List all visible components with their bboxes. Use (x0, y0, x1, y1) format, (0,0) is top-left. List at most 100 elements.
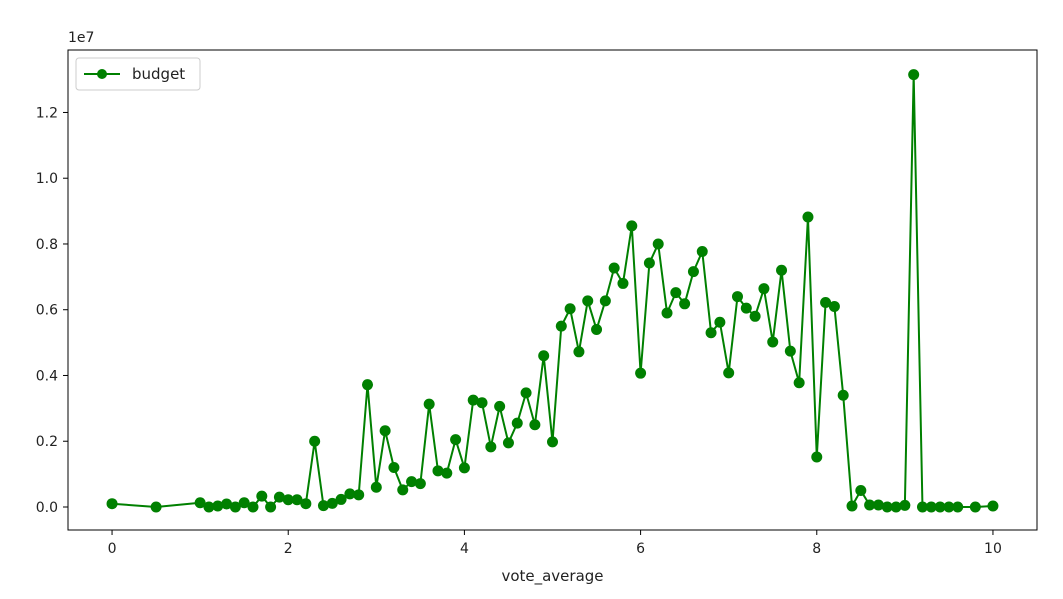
x-axis-label: vote_average (501, 567, 603, 586)
data-point (916, 501, 928, 513)
data-point (388, 462, 400, 474)
data-point (740, 302, 752, 314)
data-point (705, 327, 717, 339)
y-tick-label: 1.2 (36, 105, 58, 121)
data-point (502, 437, 514, 449)
data-point (229, 501, 241, 513)
data-point (952, 501, 964, 513)
data-point (335, 493, 347, 505)
data-point (925, 501, 937, 513)
data-point (582, 295, 594, 307)
data-point (934, 501, 946, 513)
data-point (908, 69, 920, 81)
data-point (767, 336, 779, 348)
data-point (458, 462, 470, 474)
x-tick-label: 10 (984, 541, 1002, 557)
data-point (969, 501, 981, 513)
data-point (899, 499, 911, 511)
data-point (987, 500, 999, 512)
data-point (273, 491, 285, 503)
data-point (221, 498, 233, 510)
data-point (635, 367, 647, 379)
data-point (855, 485, 867, 497)
data-point (881, 501, 893, 513)
plot-frame (67, 49, 1038, 531)
y-tick-label: 0.0 (36, 500, 58, 516)
data-point (520, 387, 532, 399)
data-point (599, 295, 611, 307)
data-point (362, 379, 374, 391)
legend-entry-budget: budget (132, 65, 185, 83)
data-point (494, 400, 506, 412)
data-point (326, 497, 338, 509)
data-point (864, 499, 876, 511)
data-point (212, 500, 224, 512)
data-point (837, 389, 849, 401)
data-point (238, 497, 250, 509)
data-point (617, 277, 629, 289)
data-point (811, 451, 823, 463)
data-point (291, 494, 303, 506)
data-point (643, 257, 655, 269)
y-tick-label: 0.8 (36, 237, 58, 253)
x-tick-label: 0 (108, 541, 117, 557)
data-point (573, 346, 585, 358)
x-tick-label: 6 (636, 541, 645, 557)
data-point (626, 220, 638, 232)
data-point (670, 287, 682, 299)
y-tick-label: 1.0 (36, 171, 58, 187)
x-tick-label: 8 (812, 541, 821, 557)
legend: budget (75, 57, 201, 91)
y-tick-label: 0.6 (36, 303, 58, 319)
data-point (731, 291, 743, 303)
data-point (872, 499, 884, 511)
x-tick-label: 4 (460, 541, 469, 557)
data-point (282, 494, 294, 506)
legend-box (75, 57, 201, 91)
data-point (432, 465, 444, 477)
data-point (846, 500, 858, 512)
data-point (820, 296, 832, 308)
data-point (529, 419, 541, 431)
data-point (538, 350, 550, 362)
data-point (696, 246, 708, 258)
data-point (485, 441, 497, 453)
data-point (300, 498, 312, 510)
data-point (687, 266, 699, 278)
data-point (828, 300, 840, 312)
data-point (555, 320, 567, 332)
data-point (317, 500, 329, 512)
data-point (511, 417, 523, 429)
y-axis-offset-label: 1e7 (68, 30, 94, 46)
data-point (106, 498, 118, 510)
data-point (749, 310, 761, 322)
data-point (476, 397, 488, 409)
data-point (776, 264, 788, 276)
data-point (714, 316, 726, 328)
data-point (353, 489, 365, 501)
data-point (608, 262, 620, 274)
data-point (679, 298, 691, 310)
data-point (150, 501, 162, 513)
data-point (441, 467, 453, 479)
data-point (943, 501, 955, 513)
data-point (397, 484, 409, 496)
data-point (547, 436, 558, 448)
data-point (265, 501, 277, 513)
data-point (784, 345, 796, 357)
data-point (890, 501, 902, 513)
data-point (652, 238, 664, 250)
data-point (379, 425, 391, 437)
data-point (723, 367, 735, 379)
data-point (564, 303, 576, 315)
data-point (450, 434, 462, 446)
data-point (309, 435, 321, 447)
legend-marker-swatch (97, 69, 107, 79)
data-point (467, 394, 479, 406)
y-tick-label: 0.4 (36, 368, 58, 384)
series-layer (106, 69, 999, 513)
data-point (203, 501, 215, 513)
data-point (802, 211, 814, 223)
data-point (194, 497, 206, 509)
